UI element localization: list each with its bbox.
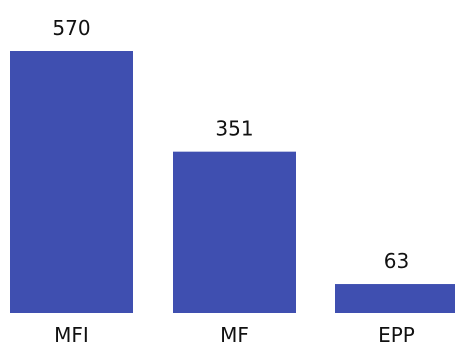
category-label-mfi: MFI bbox=[54, 323, 89, 342]
bar-epp bbox=[335, 284, 455, 313]
category-label-mf: MF bbox=[220, 323, 249, 342]
value-label-mfi: 570 bbox=[52, 16, 90, 40]
bars-group bbox=[10, 51, 455, 313]
value-label-mf: 351 bbox=[215, 117, 253, 141]
value-label-epp: 63 bbox=[384, 249, 409, 273]
category-label-epp: EPP bbox=[378, 323, 415, 342]
bar-mfi bbox=[10, 51, 133, 313]
category-labels-group: MFI MF EPP bbox=[54, 323, 415, 342]
bar-mf bbox=[173, 151, 296, 313]
value-labels-group: 570 351 63 bbox=[52, 16, 409, 273]
